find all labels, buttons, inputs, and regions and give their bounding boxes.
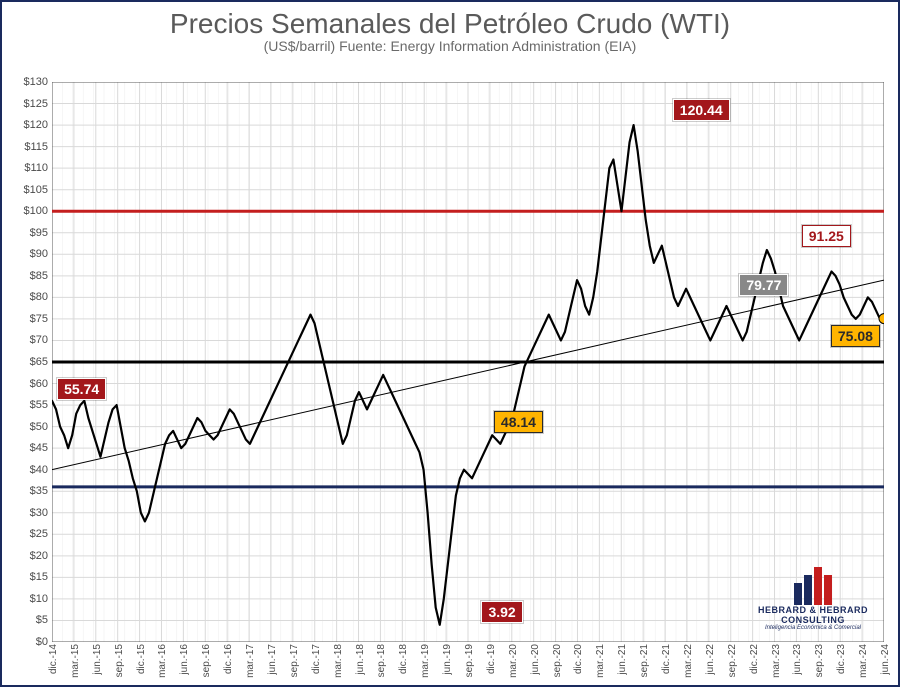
y-tick-label: $30 bbox=[30, 507, 48, 519]
value-callout: 3.92 bbox=[481, 601, 522, 623]
x-tick-label: mar.-18 bbox=[333, 644, 344, 678]
y-tick-label: $35 bbox=[30, 485, 48, 497]
y-tick-label: $15 bbox=[30, 571, 48, 583]
x-tick-label: dic.-16 bbox=[223, 644, 234, 674]
x-tick-label: sep.-21 bbox=[639, 644, 650, 677]
y-tick-label: $80 bbox=[30, 291, 48, 303]
x-tick-label: jun.-20 bbox=[530, 644, 541, 675]
x-tick-label: dic.-14 bbox=[48, 644, 59, 674]
value-callout: 55.74 bbox=[57, 378, 106, 400]
y-tick-label: $45 bbox=[30, 442, 48, 454]
x-tick-label: mar.-21 bbox=[595, 644, 606, 678]
value-callout: 48.14 bbox=[494, 411, 543, 433]
y-tick-label: $50 bbox=[30, 421, 48, 433]
y-tick-label: $40 bbox=[30, 464, 48, 476]
x-tick-label: sep.-19 bbox=[464, 644, 475, 677]
y-tick-label: $10 bbox=[30, 593, 48, 605]
x-tick-label: mar.-15 bbox=[70, 644, 81, 678]
y-tick-label: $55 bbox=[30, 399, 48, 411]
x-tick-label: jun.-24 bbox=[880, 644, 891, 675]
x-tick-label: mar.-23 bbox=[771, 644, 782, 678]
y-tick-label: $100 bbox=[24, 205, 48, 217]
y-tick-label: $75 bbox=[30, 313, 48, 325]
y-tick-label: $20 bbox=[30, 550, 48, 562]
value-callout: 120.44 bbox=[673, 99, 730, 121]
y-tick-label: $25 bbox=[30, 528, 48, 540]
x-axis: dic.-14mar.-15jun.-15sep.-15dic.-15mar.-… bbox=[52, 642, 884, 684]
chart-container: Precios Semanales del Petróleo Crudo (WT… bbox=[0, 0, 900, 687]
y-tick-label: $5 bbox=[36, 614, 48, 626]
y-tick-label: $60 bbox=[30, 378, 48, 390]
x-tick-label: sep.-22 bbox=[727, 644, 738, 677]
x-tick-label: dic.-15 bbox=[136, 644, 147, 674]
x-tick-label: dic.-18 bbox=[398, 644, 409, 674]
value-callout: 79.77 bbox=[739, 274, 788, 296]
x-tick-label: dic.-17 bbox=[311, 644, 322, 674]
y-tick-label: $85 bbox=[30, 270, 48, 282]
x-tick-label: sep.-17 bbox=[289, 644, 300, 677]
chart-subtitle: (US$/barril) Fuente: Energy Information … bbox=[2, 38, 898, 54]
x-tick-label: sep.-15 bbox=[114, 644, 125, 677]
x-tick-label: jun.-21 bbox=[617, 644, 628, 675]
x-tick-label: sep.-18 bbox=[376, 644, 387, 677]
x-tick-label: dic.-23 bbox=[836, 644, 847, 674]
x-tick-label: jun.-23 bbox=[792, 644, 803, 675]
y-tick-label: $70 bbox=[30, 334, 48, 346]
y-tick-label: $120 bbox=[24, 119, 48, 131]
value-callout: 75.08 bbox=[831, 325, 880, 347]
y-tick-label: $65 bbox=[30, 356, 48, 368]
y-tick-label: $130 bbox=[24, 76, 48, 88]
x-tick-label: jun.-18 bbox=[355, 644, 366, 675]
y-tick-label: $125 bbox=[24, 98, 48, 110]
y-axis: $0$5$10$15$20$25$30$35$40$45$50$55$60$65… bbox=[2, 82, 50, 642]
x-tick-label: jun.-22 bbox=[705, 644, 716, 675]
x-tick-label: jun.-16 bbox=[179, 644, 190, 675]
x-tick-label: mar.-19 bbox=[420, 644, 431, 678]
x-tick-label: jun.-15 bbox=[92, 644, 103, 675]
x-tick-label: jun.-17 bbox=[267, 644, 278, 675]
x-tick-label: mar.-16 bbox=[157, 644, 168, 678]
value-callout: 91.25 bbox=[802, 225, 851, 247]
chart-title: Precios Semanales del Petróleo Crudo (WT… bbox=[2, 8, 898, 40]
x-tick-label: dic.-22 bbox=[749, 644, 760, 674]
y-tick-label: $115 bbox=[24, 141, 48, 153]
x-tick-label: mar.-17 bbox=[245, 644, 256, 678]
y-tick-label: $110 bbox=[24, 162, 48, 174]
plot-area bbox=[52, 82, 884, 642]
y-tick-label: $0 bbox=[36, 636, 48, 648]
x-tick-label: mar.-20 bbox=[508, 644, 519, 678]
x-tick-label: dic.-21 bbox=[661, 644, 672, 674]
y-tick-label: $105 bbox=[24, 184, 48, 196]
x-tick-label: jun.-19 bbox=[442, 644, 453, 675]
x-tick-label: sep.-23 bbox=[814, 644, 825, 677]
y-tick-label: $95 bbox=[30, 227, 48, 239]
x-tick-label: dic.-20 bbox=[573, 644, 584, 674]
x-tick-label: mar.-22 bbox=[683, 644, 694, 678]
x-tick-label: sep.-16 bbox=[201, 644, 212, 677]
x-tick-label: sep.-20 bbox=[552, 644, 563, 677]
x-tick-label: mar.-24 bbox=[858, 644, 869, 678]
y-tick-label: $90 bbox=[30, 248, 48, 260]
x-tick-label: dic.-19 bbox=[486, 644, 497, 674]
